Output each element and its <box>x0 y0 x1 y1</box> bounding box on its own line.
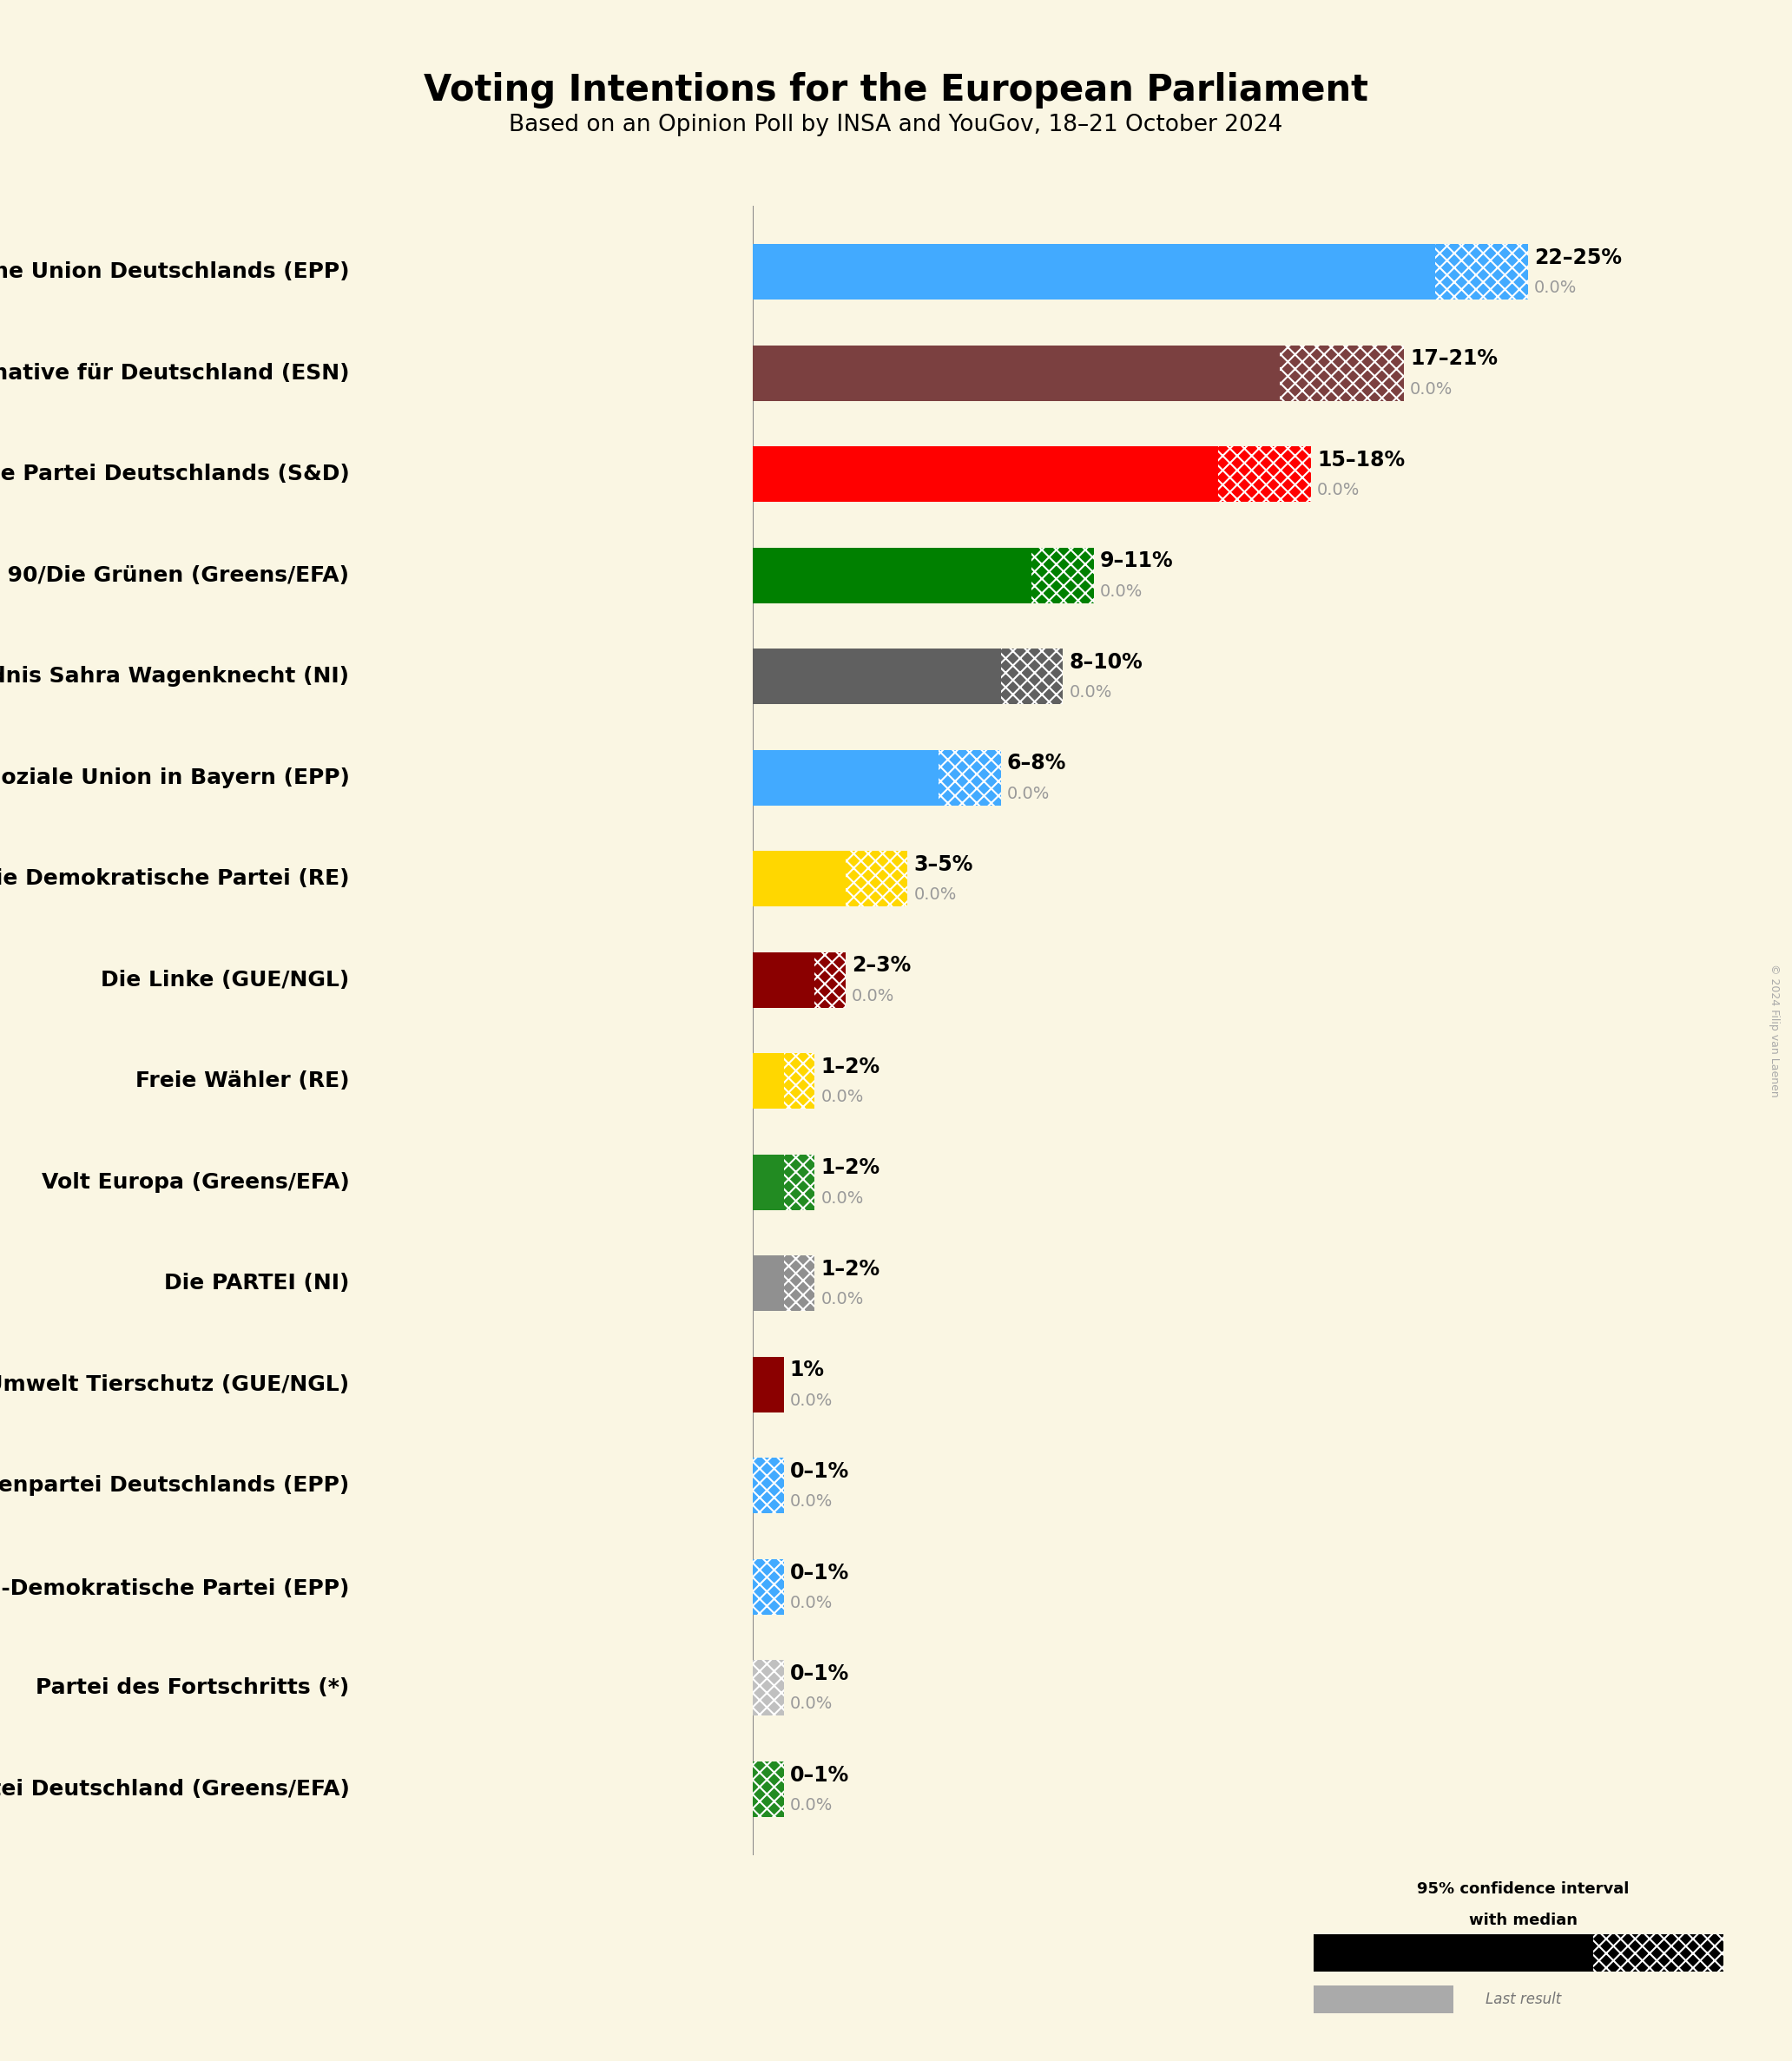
Text: Partei Mensch Umwelt Tierschutz (GUE/NGL): Partei Mensch Umwelt Tierschutz (GUE/NGL… <box>0 1375 349 1395</box>
Text: Alternative für Deutschland (ESN): Alternative für Deutschland (ESN) <box>0 363 349 383</box>
Bar <box>1435 243 1529 299</box>
Text: 0.0%: 0.0% <box>790 1696 833 1713</box>
Bar <box>753 1457 783 1513</box>
Text: 0.0%: 0.0% <box>914 886 957 903</box>
Text: Partei des Fortschritts (*): Partei des Fortschritts (*) <box>36 1678 349 1698</box>
Bar <box>753 1255 783 1311</box>
Bar <box>753 447 1219 503</box>
Bar <box>753 344 1279 400</box>
Text: Freie Demokratische Partei (RE): Freie Demokratische Partei (RE) <box>0 868 349 888</box>
Text: 0.0%: 0.0% <box>1534 280 1577 297</box>
Text: 8–10%: 8–10% <box>1070 651 1143 672</box>
Text: Based on an Opinion Poll by INSA and YouGov, 18–21 October 2024: Based on an Opinion Poll by INSA and You… <box>509 113 1283 136</box>
Text: Voting Intentions for the European Parliament: Voting Intentions for the European Parli… <box>423 72 1369 109</box>
Text: 0–1%: 0–1% <box>790 1663 849 1684</box>
Text: 15–18%: 15–18% <box>1317 449 1405 470</box>
Text: 0–1%: 0–1% <box>790 1562 849 1583</box>
Text: 0.0%: 0.0% <box>790 1494 833 1511</box>
Bar <box>1000 649 1063 705</box>
Text: Familienpartei Deutschlands (EPP): Familienpartei Deutschlands (EPP) <box>0 1476 349 1496</box>
Text: 1–2%: 1–2% <box>821 1057 880 1078</box>
Text: 0.0%: 0.0% <box>1410 381 1453 398</box>
Bar <box>939 750 1000 806</box>
Bar <box>753 1558 783 1614</box>
Bar <box>753 1558 783 1614</box>
Bar <box>753 750 939 806</box>
Text: Bündnis Sahra Wagenknecht (NI): Bündnis Sahra Wagenknecht (NI) <box>0 666 349 686</box>
Text: 0–1%: 0–1% <box>790 1461 849 1482</box>
Text: Christlich-Soziale Union in Bayern (EPP): Christlich-Soziale Union in Bayern (EPP) <box>0 767 349 787</box>
Bar <box>783 1053 815 1109</box>
Bar <box>753 1762 783 1818</box>
Text: Piratenpartei Deutschland (Greens/EFA): Piratenpartei Deutschland (Greens/EFA) <box>0 1779 349 1799</box>
Text: 17–21%: 17–21% <box>1410 348 1498 369</box>
Bar <box>1593 1933 1724 1970</box>
Text: 0.0%: 0.0% <box>821 1292 864 1309</box>
Text: 2–3%: 2–3% <box>851 956 910 977</box>
Text: 3–5%: 3–5% <box>914 853 973 876</box>
Text: Sozialdemokratische Partei Deutschlands (S&D): Sozialdemokratische Partei Deutschlands … <box>0 464 349 484</box>
Text: Die Linke (GUE/NGL): Die Linke (GUE/NGL) <box>100 969 349 991</box>
Text: 0.0%: 0.0% <box>851 987 894 1004</box>
Bar <box>753 1661 783 1717</box>
Bar <box>753 243 1435 299</box>
Text: 9–11%: 9–11% <box>1100 550 1174 571</box>
Text: 6–8%: 6–8% <box>1007 752 1066 773</box>
Text: Die PARTEI (NI): Die PARTEI (NI) <box>165 1274 349 1294</box>
Text: 0–1%: 0–1% <box>790 1764 849 1785</box>
Bar <box>1314 1933 1593 1970</box>
Text: 0.0%: 0.0% <box>1100 583 1143 600</box>
Bar <box>753 548 1032 604</box>
Bar <box>753 952 815 1008</box>
Text: 0.0%: 0.0% <box>1070 684 1111 701</box>
Bar <box>753 1154 783 1210</box>
Bar <box>815 952 846 1008</box>
Bar <box>1219 447 1312 503</box>
Text: 0.0%: 0.0% <box>790 1393 833 1410</box>
Text: 0.0%: 0.0% <box>1317 482 1360 499</box>
Bar <box>783 1255 815 1311</box>
Bar <box>753 649 1000 705</box>
Text: 95% confidence interval: 95% confidence interval <box>1417 1882 1629 1898</box>
Text: Volt Europa (Greens/EFA): Volt Europa (Greens/EFA) <box>41 1173 349 1193</box>
Bar <box>753 1661 783 1717</box>
Bar <box>753 1762 783 1818</box>
Text: 0.0%: 0.0% <box>1007 785 1050 802</box>
Text: Last result: Last result <box>1486 1991 1561 2007</box>
Bar <box>1032 548 1093 604</box>
Bar <box>753 1053 783 1109</box>
Bar <box>1279 344 1403 400</box>
Text: 22–25%: 22–25% <box>1534 247 1622 268</box>
Text: 1%: 1% <box>790 1360 824 1381</box>
Text: 0.0%: 0.0% <box>821 1189 864 1206</box>
Text: 0.0%: 0.0% <box>821 1088 864 1105</box>
Bar <box>753 1356 783 1412</box>
Bar <box>753 1457 783 1513</box>
Text: © 2024 Filip van Laenen: © 2024 Filip van Laenen <box>1769 965 1779 1096</box>
Text: Ökologisch-Demokratische Partei (EPP): Ökologisch-Demokratische Partei (EPP) <box>0 1575 349 1599</box>
Text: with median: with median <box>1469 1913 1577 1929</box>
Text: Bündnis 90/Die Grünen (Greens/EFA): Bündnis 90/Die Grünen (Greens/EFA) <box>0 565 349 585</box>
Text: 0.0%: 0.0% <box>790 1797 833 1814</box>
Text: 0.0%: 0.0% <box>790 1595 833 1612</box>
Text: 1–2%: 1–2% <box>821 1158 880 1179</box>
Text: Christlich Demokratische Union Deutschlands (EPP): Christlich Demokratische Union Deutschla… <box>0 262 349 282</box>
Bar <box>1314 1985 1453 2014</box>
Bar <box>753 851 846 907</box>
Bar <box>846 851 909 907</box>
Text: 1–2%: 1–2% <box>821 1259 880 1280</box>
Text: Freie Wähler (RE): Freie Wähler (RE) <box>136 1070 349 1092</box>
Bar <box>783 1154 815 1210</box>
